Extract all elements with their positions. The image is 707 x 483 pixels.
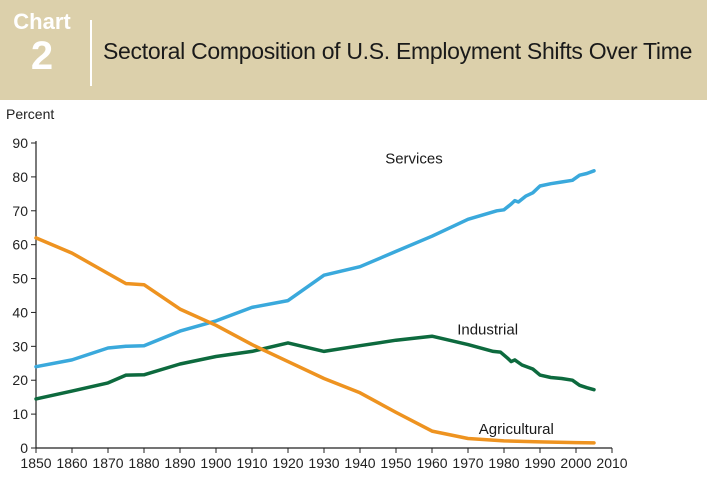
x-tick-label: 1900 (200, 455, 231, 471)
x-tick-label: 1950 (380, 455, 411, 471)
x-tick-label: 1910 (236, 455, 267, 471)
x-tick-label: 2000 (560, 455, 591, 471)
chart-number: 2 (30, 34, 54, 78)
header-divider (90, 20, 92, 86)
chart-word: Chart (13, 9, 71, 34)
x-tick-label: 1990 (524, 455, 555, 471)
y-tick-label: 20 (12, 372, 28, 388)
x-tick-label: 1850 (20, 455, 51, 471)
x-tick-label: 1970 (452, 455, 483, 471)
series-label-services: Services (385, 150, 443, 167)
x-tick-label: 1870 (92, 455, 123, 471)
y-tick-label: 30 (12, 338, 28, 354)
y-axis-label: Percent (6, 106, 54, 122)
x-tick-label: 1980 (488, 455, 519, 471)
chart-title: Sectoral Composition of U.S. Employment … (103, 38, 693, 64)
y-tick-label: 70 (12, 203, 28, 219)
y-tick-label: 0 (20, 440, 28, 456)
chart-number-badge: Chart 2 (0, 9, 84, 79)
series-label-agricultural: Agricultural (479, 421, 554, 438)
series-label-industrial: Industrial (457, 321, 518, 338)
y-tick-label: 80 (12, 169, 28, 185)
y-tick-label: 90 (12, 135, 28, 151)
x-tick-label: 1880 (128, 455, 159, 471)
series-line-industrial (34, 334, 596, 401)
chart-header-banner: Chart 2 Sectoral Composition of U.S. Emp… (0, 0, 707, 100)
y-tick-label: 10 (12, 406, 28, 422)
series-line-services (34, 169, 596, 369)
x-tick-label: 1890 (164, 455, 195, 471)
y-tick-label: 40 (12, 304, 28, 320)
x-tick-label: 1920 (272, 455, 303, 471)
series-line-agricultural (34, 236, 596, 445)
x-tick-label: 1930 (308, 455, 339, 471)
y-tick-label: 50 (12, 271, 28, 287)
x-tick-label: 1960 (416, 455, 447, 471)
x-tick-label: 1860 (56, 455, 87, 471)
y-tick-label: 60 (12, 237, 28, 253)
axes: 0 10 20 30 40 50 60 70 80 90 1850 1860 1870 1880 1890 1… (12, 135, 627, 471)
x-tick-label: 1940 (344, 455, 375, 471)
x-tick-label: 2010 (596, 455, 627, 471)
series-layer: Services Industrial Agricultural (34, 150, 596, 445)
